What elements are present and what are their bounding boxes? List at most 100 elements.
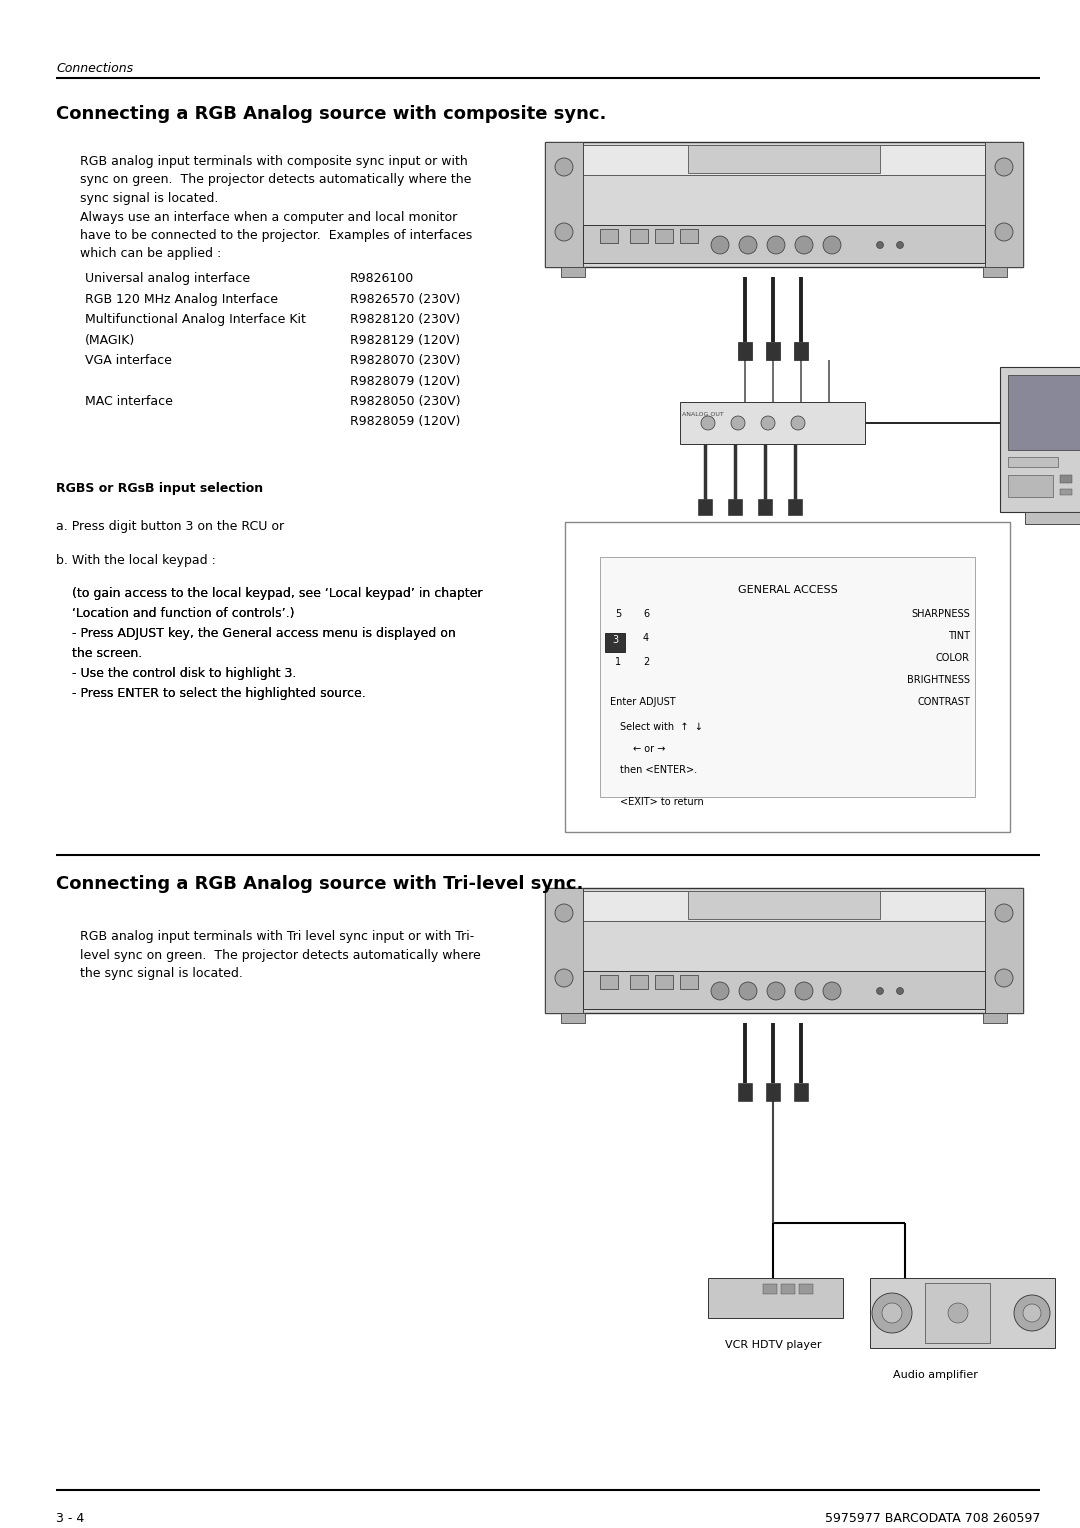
Text: - Press ADJUST key, the General access menu is displayed on: - Press ADJUST key, the General access m… (56, 626, 456, 640)
Text: ← or →: ← or → (633, 744, 665, 753)
Bar (688, 145, 879, 173)
Bar (799, 1284, 813, 1294)
Text: RGBS or RGsB input selection: RGBS or RGsB input selection (56, 481, 264, 495)
Text: Always use an interface when a computer and local monitor: Always use an interface when a computer … (80, 211, 457, 223)
Bar (553, 145, 1015, 176)
Text: 2: 2 (643, 657, 649, 668)
Bar (708, 1277, 843, 1319)
Circle shape (995, 223, 1013, 241)
Text: - Use the control disk to highlight 3.: - Use the control disk to highlight 3. (56, 668, 296, 680)
Text: Connections: Connections (56, 63, 133, 75)
Text: (to gain access to the local keypad, see ‘Local keypad’ in chapter: (to gain access to the local keypad, see… (56, 587, 483, 601)
Circle shape (711, 983, 729, 999)
Circle shape (948, 1303, 968, 1323)
Text: MAC interface: MAC interface (85, 396, 173, 408)
Bar (565, 523, 1010, 833)
Bar (985, 888, 1023, 1013)
Text: ‘Location and function of controls’.): ‘Location and function of controls’.) (56, 607, 295, 620)
Circle shape (731, 416, 745, 429)
Bar (1059, 475, 1072, 483)
Bar (545, 888, 583, 1013)
Bar (583, 225, 985, 263)
Text: R9828129 (120V): R9828129 (120V) (350, 333, 460, 347)
Circle shape (767, 983, 785, 999)
Bar (680, 229, 698, 243)
Bar (762, 1284, 777, 1294)
Text: b. With the local keypad :: b. With the local keypad : (56, 555, 216, 567)
Text: then <ENTER>.: then <ENTER>. (620, 766, 697, 775)
Circle shape (877, 987, 883, 995)
Circle shape (711, 235, 729, 254)
Text: 1: 1 (615, 657, 621, 668)
Text: BRIGHTNESS: BRIGHTNESS (907, 675, 970, 685)
Circle shape (995, 969, 1013, 987)
Text: the screen.: the screen. (56, 646, 143, 660)
Text: ANALOG OUT: ANALOG OUT (681, 413, 724, 417)
Bar (1008, 475, 1053, 497)
Text: R9828070 (230V): R9828070 (230V) (350, 354, 460, 367)
Circle shape (739, 983, 757, 999)
Text: Multifunctional Analog Interface Kit: Multifunctional Analog Interface Kit (85, 313, 306, 325)
Text: RGB analog input terminals with composite sync input or with: RGB analog input terminals with composit… (80, 154, 468, 168)
Text: Universal analog interface: Universal analog interface (85, 272, 251, 286)
Text: the screen.: the screen. (56, 646, 143, 660)
Circle shape (823, 983, 841, 999)
Bar (788, 500, 802, 515)
Text: ‘Location and function of controls’.): ‘Location and function of controls’.) (56, 607, 295, 620)
Bar (1025, 512, 1080, 524)
Bar (600, 558, 975, 798)
Text: RGB analog input terminals with Tri level sync input or with Tri-: RGB analog input terminals with Tri leve… (80, 931, 474, 943)
Text: sync signal is located.: sync signal is located. (80, 193, 218, 205)
Bar (553, 891, 1015, 921)
Bar (600, 229, 618, 243)
Bar (565, 523, 1010, 833)
Text: RGB 120 MHz Analog Interface: RGB 120 MHz Analog Interface (85, 292, 278, 306)
Text: Connecting a RGB Analog source with composite sync.: Connecting a RGB Analog source with comp… (56, 105, 606, 122)
Bar (781, 1284, 795, 1294)
Text: which can be applied :: which can be applied : (80, 248, 221, 260)
Text: Select with  ↑  ↓: Select with ↑ ↓ (620, 723, 703, 732)
Text: a. Press digit button 3 on the RCU or: a. Press digit button 3 on the RCU or (56, 520, 284, 533)
Text: (to gain access to the local keypad, see ‘Local keypad’ in chapter: (to gain access to the local keypad, see… (56, 587, 483, 601)
Circle shape (555, 157, 573, 176)
Text: R9826570 (230V): R9826570 (230V) (350, 292, 460, 306)
Circle shape (1014, 1296, 1050, 1331)
Bar (983, 1013, 1007, 1024)
Text: 5975977 BARCODATA 708 260597: 5975977 BARCODATA 708 260597 (825, 1513, 1040, 1525)
Text: GENERAL ACCESS: GENERAL ACCESS (738, 585, 837, 594)
Text: Audio amplifier: Audio amplifier (892, 1371, 977, 1380)
Text: level sync on green.  The projector detects automatically where: level sync on green. The projector detec… (80, 949, 481, 961)
Text: COLOR: COLOR (936, 652, 970, 663)
Circle shape (555, 905, 573, 921)
Bar (698, 500, 712, 515)
Bar (794, 1083, 808, 1102)
Bar (654, 975, 673, 989)
Circle shape (791, 416, 805, 429)
Circle shape (995, 157, 1013, 176)
Circle shape (896, 241, 904, 249)
Bar (1059, 489, 1072, 495)
Text: Enter ADJUST: Enter ADJUST (610, 697, 676, 707)
Circle shape (555, 223, 573, 241)
Bar (983, 267, 1007, 277)
Bar (766, 1083, 780, 1102)
Circle shape (739, 235, 757, 254)
Text: CONTRAST: CONTRAST (917, 697, 970, 707)
Bar (630, 229, 648, 243)
Text: TINT: TINT (948, 631, 970, 642)
Text: 3: 3 (612, 636, 618, 645)
Circle shape (872, 1293, 912, 1332)
Text: - Use the control disk to highlight 3.: - Use the control disk to highlight 3. (56, 668, 296, 680)
Bar (545, 888, 1023, 1013)
Bar (870, 1277, 1055, 1348)
Bar (738, 1083, 752, 1102)
Bar (924, 1284, 990, 1343)
Text: - Press ENTER to select the highlighted source.: - Press ENTER to select the highlighted … (56, 688, 366, 700)
Text: R9828120 (230V): R9828120 (230V) (350, 313, 460, 325)
Bar (630, 975, 648, 989)
Text: 3 - 4: 3 - 4 (56, 1513, 84, 1525)
Text: <EXIT> to return: <EXIT> to return (620, 798, 704, 807)
Text: R9826100: R9826100 (350, 272, 415, 286)
Text: R9828079 (120V): R9828079 (120V) (350, 374, 460, 388)
Text: R9828059 (120V): R9828059 (120V) (350, 416, 460, 428)
